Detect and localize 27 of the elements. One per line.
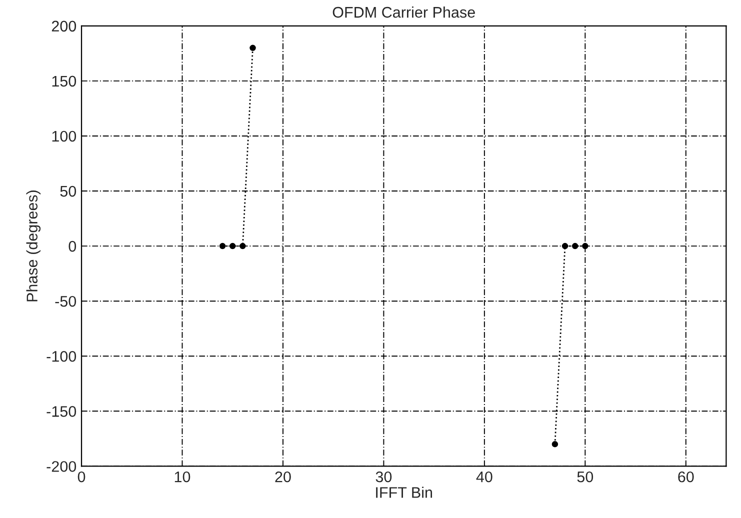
x-tick-label: 30 — [376, 471, 392, 482]
point — [552, 441, 558, 448]
x-tick-label: 60 — [678, 471, 694, 482]
x-tick-label: 50 — [577, 471, 594, 482]
y-tick-label: 50 — [60, 186, 76, 197]
point — [229, 242, 236, 250]
x-tick-label: 0 — [78, 471, 86, 482]
y-axis-title: Phase (degrees) — [26, 190, 41, 302]
point — [240, 242, 246, 250]
x-tick-label: 40 — [476, 471, 492, 482]
y-tick-label: -150 — [46, 406, 76, 417]
point — [582, 242, 588, 250]
point — [250, 44, 256, 52]
x-tick-label: 20 — [275, 471, 291, 482]
y-tick-label: 200 — [52, 20, 76, 32]
x-tick-label: 10 — [174, 471, 190, 482]
y-tick-label: -50 — [55, 296, 76, 307]
point — [572, 242, 578, 250]
point — [219, 242, 226, 250]
y-tick-label: 150 — [52, 76, 76, 87]
y-tick-label: 100 — [52, 130, 76, 142]
x-axis-title: IFFT Bin — [376, 486, 432, 498]
y-tick-label: 0 — [68, 240, 76, 252]
y-tick-label: -200 — [46, 461, 76, 472]
y-tick-label: -100 — [46, 350, 76, 362]
chart-title: OFDM Carrier Phase — [332, 6, 475, 18]
point — [562, 242, 568, 250]
